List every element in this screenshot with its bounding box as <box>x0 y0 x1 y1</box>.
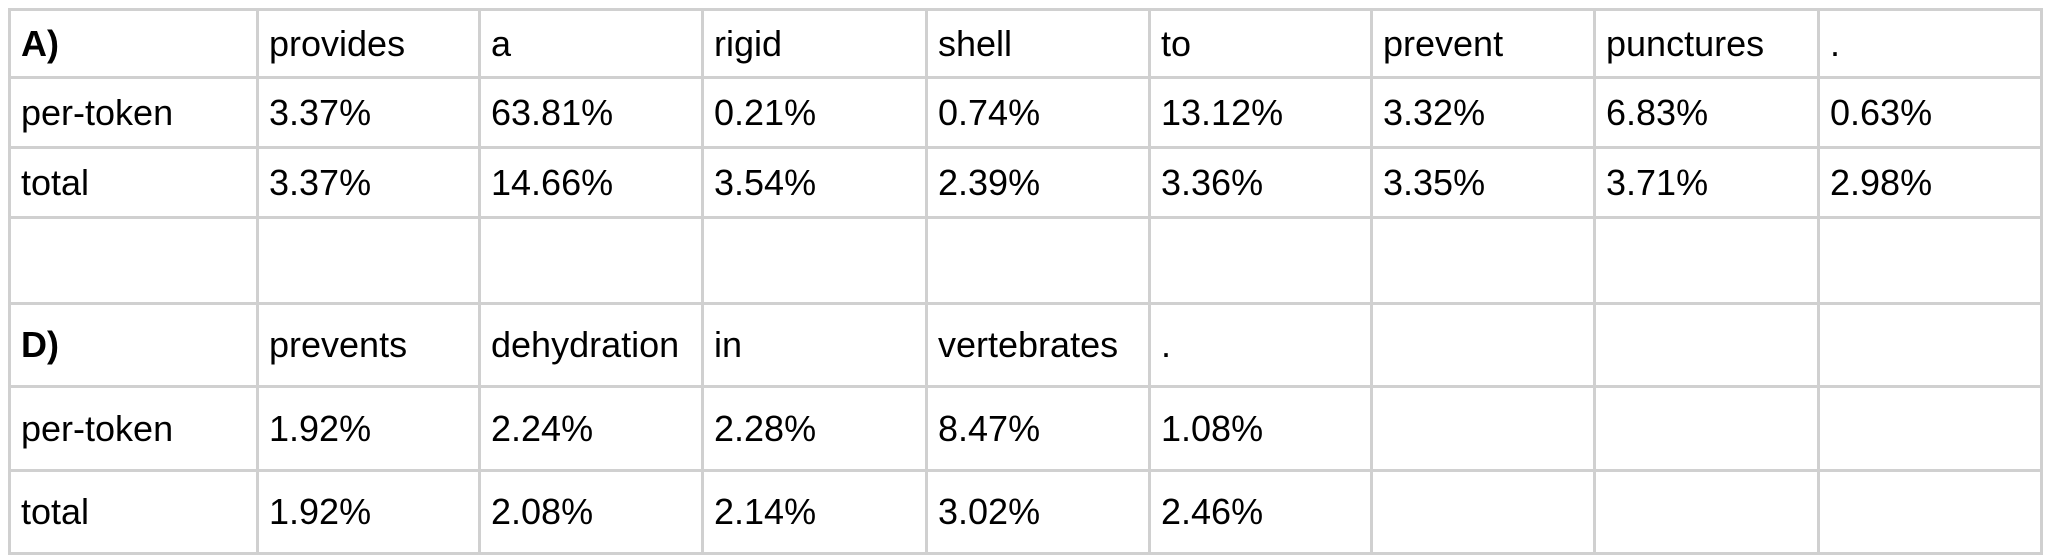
value-cell: 1.92% <box>256 385 481 472</box>
table-row <box>8 216 2043 305</box>
value-cell: 2.28% <box>701 385 928 472</box>
empty-cell <box>1370 469 1596 555</box>
token-cell: . <box>1148 302 1373 388</box>
value-cell: 6.83% <box>1593 76 1820 149</box>
value-cell: 3.54% <box>701 146 928 219</box>
table-row: total 1.92% 2.08% 2.14% 3.02% 2.46% <box>8 469 2043 555</box>
token-cell: provides <box>256 8 481 79</box>
token-cell: prevents <box>256 302 481 388</box>
token-cell: in <box>701 302 928 388</box>
empty-cell <box>701 216 928 305</box>
table-body: A) provides a rigid shell to prevent punctures.… <box>8 8 2043 555</box>
value-cell: 3.32% <box>1370 76 1596 149</box>
block-label: A) <box>8 8 259 79</box>
value-cell: 2.14% <box>701 469 928 555</box>
value-cell: 0.63% <box>1817 76 2043 149</box>
table-row: total 3.37% 14.66% 3.54% 2.39% 3.36% 3.35% 3.71… <box>8 146 2043 219</box>
token-cell: prevent <box>1370 8 1596 79</box>
empty-cell <box>1593 302 1820 388</box>
token-cell: punctures <box>1593 8 1820 79</box>
value-cell: 3.37% <box>256 76 481 149</box>
table-row: per-token 1.92% 2.24% 2.28% 8.47% 1.08% <box>8 385 2043 472</box>
row-name: per-token <box>8 76 259 149</box>
value-cell: 8.47% <box>925 385 1151 472</box>
value-cell: 63.81% <box>478 76 704 149</box>
value-cell: 1.08% <box>1148 385 1373 472</box>
value-cell: 1.92% <box>256 469 481 555</box>
empty-cell <box>256 216 481 305</box>
empty-cell <box>478 216 704 305</box>
token-cell: to <box>1148 8 1373 79</box>
value-cell: 3.37% <box>256 146 481 219</box>
token-cell: rigid <box>701 8 928 79</box>
empty-cell <box>1817 385 2043 472</box>
empty-cell <box>1370 385 1596 472</box>
block-label: D) <box>8 302 259 388</box>
table-row: per-token 3.37% 63.81% 0.21% 0.74% 13.12% 3.32… <box>8 76 2043 149</box>
value-cell: 2.08% <box>478 469 704 555</box>
value-cell: 3.71% <box>1593 146 1820 219</box>
value-cell: 2.39% <box>925 146 1151 219</box>
row-name: per-token <box>8 385 259 472</box>
row-name: total <box>8 469 259 555</box>
value-cell: 0.74% <box>925 76 1151 149</box>
empty-cell <box>1817 469 2043 555</box>
value-cell: 0.21% <box>701 76 928 149</box>
empty-cell <box>1593 216 1820 305</box>
token-cell: shell <box>925 8 1151 79</box>
token-cell: a <box>478 8 704 79</box>
value-cell: 3.36% <box>1148 146 1373 219</box>
row-name: total <box>8 146 259 219</box>
empty-cell <box>1370 302 1596 388</box>
value-cell: 2.98% <box>1817 146 2043 219</box>
token-cell: . <box>1817 8 2043 79</box>
empty-cell <box>1593 469 1820 555</box>
empty-cell <box>1817 302 2043 388</box>
empty-cell <box>1593 385 1820 472</box>
token-table: A) provides a rigid shell to prevent punctures.… <box>8 8 2043 555</box>
empty-cell <box>1817 216 2043 305</box>
value-cell: 3.02% <box>925 469 1151 555</box>
empty-cell <box>1370 216 1596 305</box>
value-cell: 2.24% <box>478 385 704 472</box>
empty-cell <box>925 216 1151 305</box>
token-cell: vertebrates <box>925 302 1151 388</box>
value-cell: 3.35% <box>1370 146 1596 219</box>
value-cell: 13.12% <box>1148 76 1373 149</box>
empty-cell <box>1148 216 1373 305</box>
table-row: D) prevents dehydration in vertebrates. <box>8 302 2043 388</box>
token-cell: dehydration <box>478 302 704 388</box>
empty-cell <box>8 216 259 305</box>
table-row: A) provides a rigid shell to prevent punctures. <box>8 8 2043 79</box>
value-cell: 2.46% <box>1148 469 1373 555</box>
value-cell: 14.66% <box>478 146 704 219</box>
